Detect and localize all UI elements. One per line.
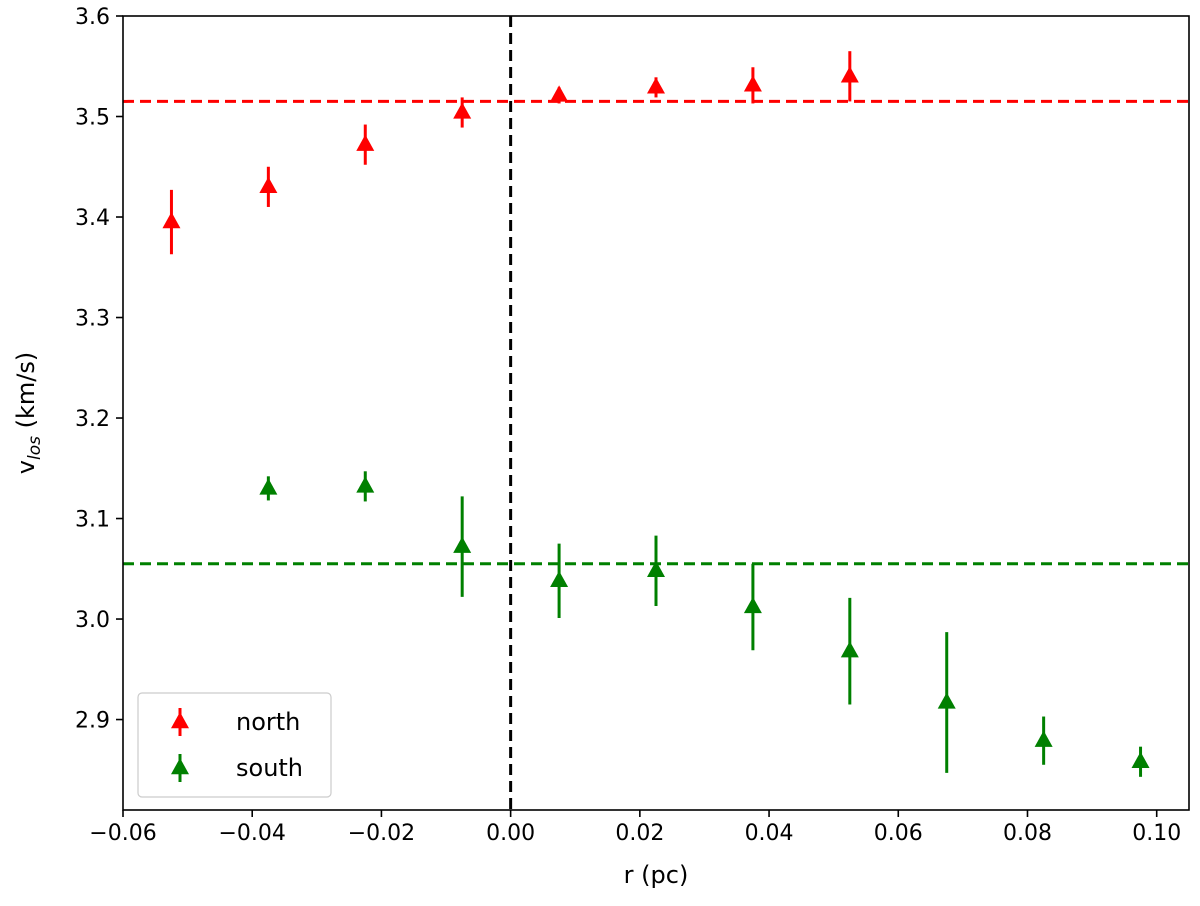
y-axis-label: vlos (km/s)	[12, 352, 45, 474]
x-tick-label: 0.00	[486, 821, 535, 846]
south-data-point	[356, 476, 375, 493]
legend-entries: north south	[171, 708, 303, 782]
legend-south-label: south	[236, 754, 303, 782]
legend-north-marker	[171, 712, 189, 729]
y-tick-label: 3.5	[75, 106, 110, 131]
series-layer	[162, 51, 1150, 777]
south-data-point	[840, 641, 859, 658]
y-tick-label: 2.9	[75, 709, 110, 734]
y-axis-label-base: v	[12, 460, 40, 474]
reference-lines	[123, 16, 1189, 810]
y-tick-label: 3.4	[75, 206, 110, 231]
x-tick-label: 0.04	[745, 821, 794, 846]
north-data-point	[840, 66, 859, 83]
south-data-point	[743, 596, 762, 614]
y-tick-label: 3.3	[75, 307, 110, 332]
x-tick-label: 0.06	[874, 821, 923, 846]
north-data-point	[162, 212, 181, 229]
south-data-point	[453, 536, 472, 553]
legend-south-marker	[171, 758, 189, 775]
x-tick-label: 0.02	[615, 821, 664, 846]
y-tick-label: 3.2	[75, 407, 110, 432]
north-data-point	[743, 75, 762, 92]
plot-frame	[122, 15, 1190, 811]
y-axis-ticks: 2.9 3.0 3.1 3.2 3.3 3.4 3.5 3.6	[75, 5, 123, 734]
x-axis-label: r (pc)	[624, 861, 689, 889]
x-tick-label: 0.10	[1132, 821, 1181, 846]
south-data-point	[937, 692, 956, 709]
north-data-point	[647, 77, 665, 94]
series-south	[259, 471, 1150, 777]
legend: north south	[137, 692, 332, 798]
north-data-point	[550, 85, 569, 102]
south-data-point	[1034, 730, 1053, 747]
north-data-point	[259, 176, 278, 194]
x-tick-label: −0.06	[89, 821, 156, 846]
south-data-point	[259, 478, 278, 495]
north-data-point	[453, 102, 472, 119]
y-axis-label-subscript: los	[25, 436, 45, 460]
south-data-point	[1131, 751, 1150, 768]
south-data-point	[647, 560, 665, 577]
y-tick-label: 3.1	[75, 508, 110, 533]
x-tick-label: −0.04	[219, 821, 286, 846]
y-tick-label: 3.6	[75, 5, 110, 30]
y-tick-label: 3.0	[75, 608, 110, 633]
x-axis-ticks: −0.06 −0.04 −0.02 0.00 0.02 0.04 0.06 0.08 0.10	[89, 810, 1181, 846]
south-data-point	[550, 570, 569, 588]
y-axis-label-unit: (km/s)	[12, 352, 40, 436]
series-north	[162, 51, 859, 255]
x-tick-label: 0.08	[1003, 821, 1052, 846]
x-tick-label: −0.02	[348, 821, 415, 846]
legend-north-label: north	[236, 708, 300, 736]
north-data-point	[356, 134, 375, 151]
